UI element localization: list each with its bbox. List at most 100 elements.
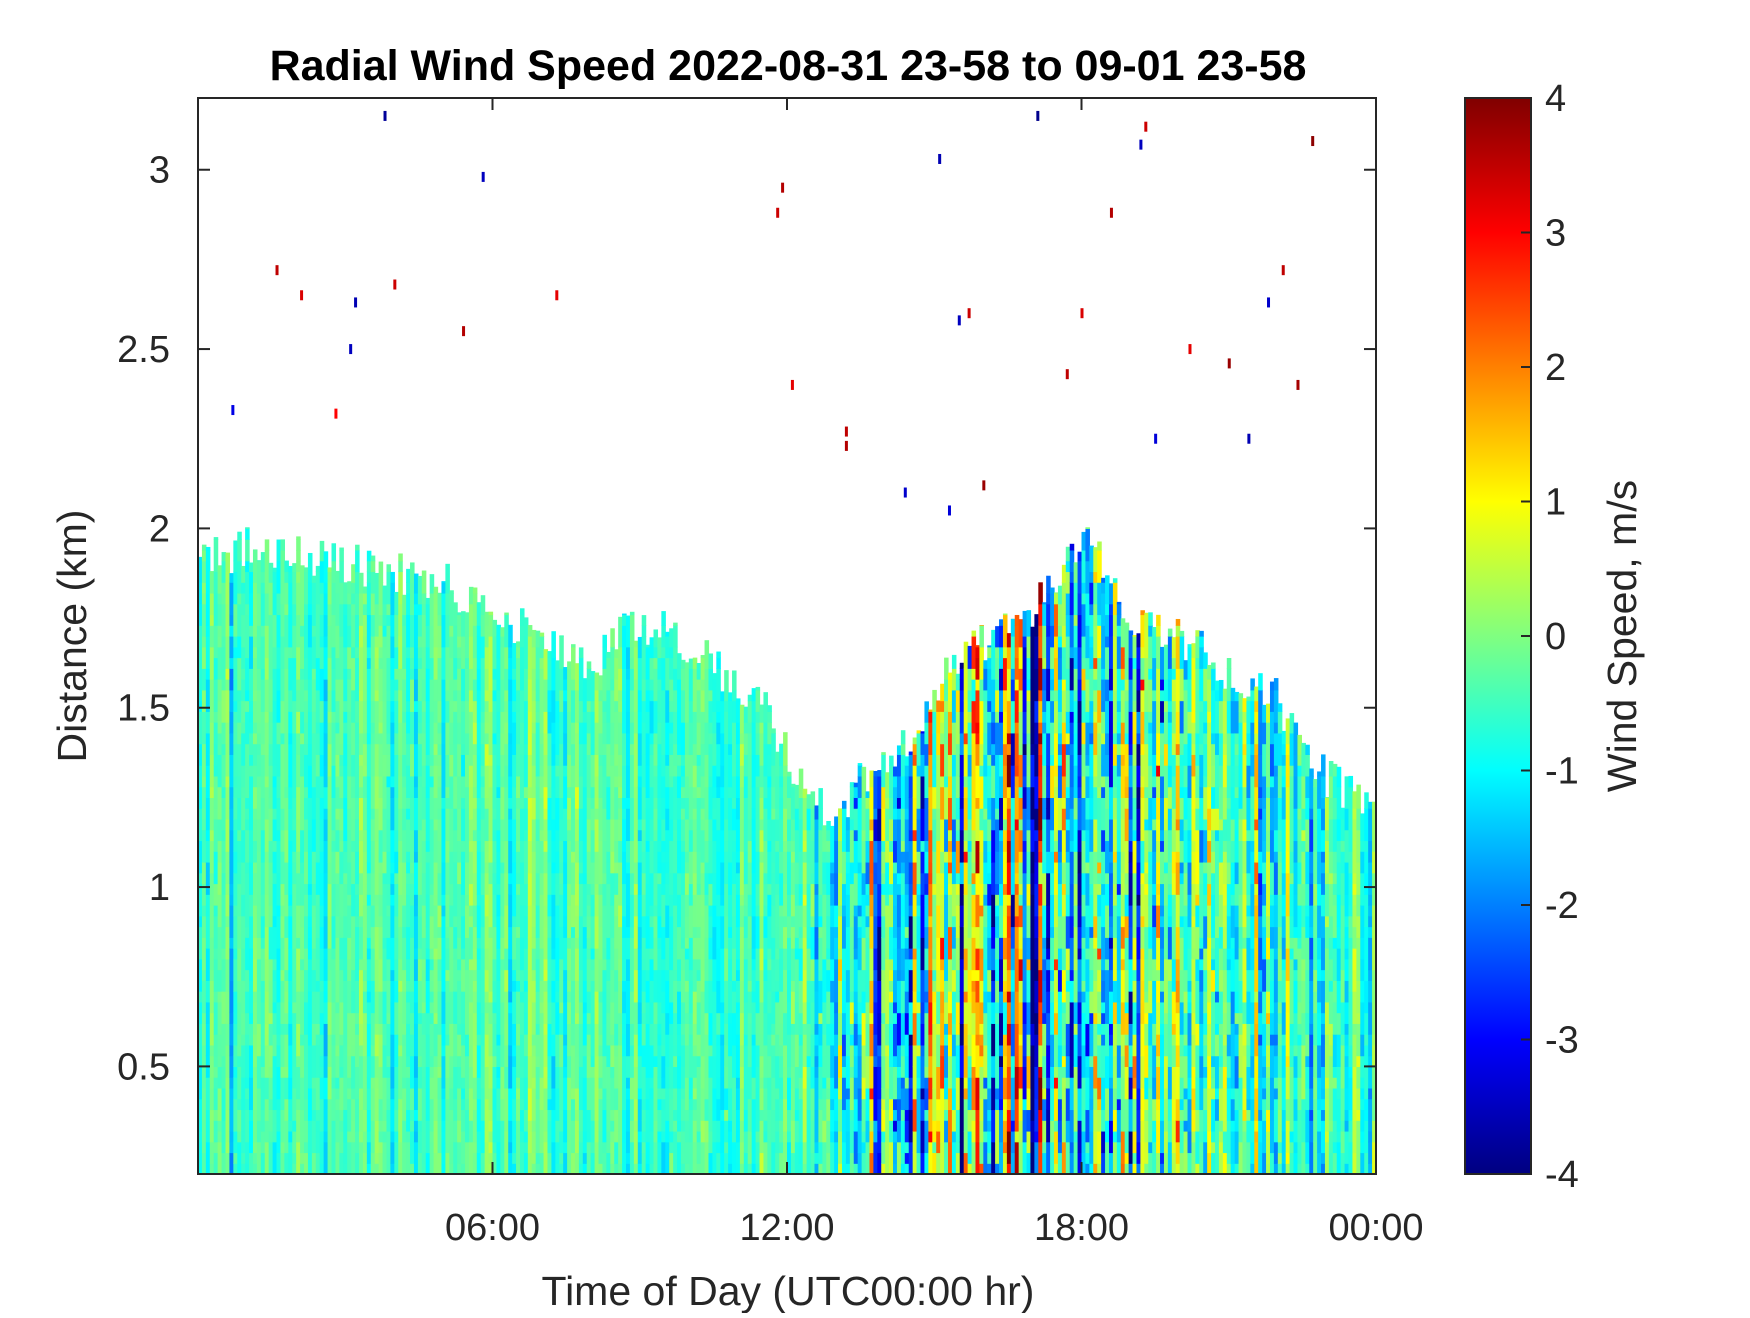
heatmap-cell [716,1077,721,1100]
heatmap-cell [296,582,301,616]
heatmap-cell [586,700,592,712]
heatmap-cell [629,969,635,992]
heatmap-cell [559,894,564,928]
heatmap-cell [264,894,270,928]
heatmap-cell [512,1098,517,1121]
heatmap-cell [924,926,929,949]
heatmap-cell [519,991,525,1003]
heatmap-cell [633,646,639,680]
heatmap-cell [661,926,666,960]
heatmap-cell [276,646,282,669]
heatmap-cell [449,991,454,1024]
heatmap-cell [217,991,223,1003]
heatmap-cell [626,1077,631,1089]
heatmap-cell [256,625,262,648]
heatmap-cell [787,894,792,917]
heatmap-cell [826,1044,831,1078]
heatmap-cell [237,829,242,842]
heatmap-cell [881,980,886,1014]
heatmap-cell [739,1012,745,1046]
heatmap-cell [508,775,513,798]
heatmap-cell [951,915,957,928]
heatmap-cell [358,991,364,1024]
heatmap-cell [437,808,443,820]
heatmap-cell [669,872,674,895]
heatmap-cell [421,570,427,594]
heatmap-cell [626,615,631,648]
heatmap-cell [869,872,874,895]
heatmap-cell [743,1001,749,1035]
heatmap-cell [708,883,713,906]
heatmap-cell [465,1098,470,1111]
heatmap-cell [547,786,552,798]
heatmap-cell [904,1152,910,1164]
heatmap-cell [708,958,713,971]
heatmap-cell [669,743,674,755]
heatmap-cell [492,625,498,637]
heatmap-cell [461,636,466,669]
heatmap-cell [268,980,274,1014]
heatmap-cell [618,786,623,798]
heatmap-cell [810,915,816,928]
heatmap-cell [653,905,659,917]
heatmap-cell [315,1044,321,1078]
heatmap-cell [256,722,262,734]
heatmap-cell [708,980,713,1014]
heatmap-cell [351,603,356,616]
heatmap-cell [480,679,486,712]
heatmap-cell [947,1012,953,1035]
heatmap-cell [339,582,344,605]
heatmap-cell [201,549,207,562]
heatmap-cell [900,808,906,842]
heatmap-cell [394,700,399,734]
heatmap-cell [618,668,623,691]
heatmap-cell [531,937,537,949]
heatmap-cell [276,1001,282,1035]
heatmap-cell [245,539,250,562]
heatmap-cell [861,829,867,842]
heatmap-cell [622,668,627,691]
heatmap-cell [598,675,604,691]
heatmap-cell [492,829,498,842]
heatmap-cell [951,1023,957,1035]
heatmap-cell [468,840,474,852]
heatmap-cell [351,592,356,605]
heatmap-cell [629,668,635,691]
heatmap-cell [543,1141,549,1175]
heatmap-cell [893,1066,898,1100]
heatmap-cell [783,948,788,971]
heatmap-cell [947,872,953,885]
heatmap-cell [696,1141,702,1164]
heatmap-cell [276,840,282,874]
heatmap-cell [457,1120,462,1143]
heatmap-cell [398,1044,403,1057]
heatmap-cell [362,1055,368,1089]
heatmap-cell [845,1130,851,1164]
heatmap-cell [319,1163,325,1175]
heatmap-cell [747,732,753,755]
heatmap-cell [531,851,537,874]
heatmap-cell [453,926,458,949]
heatmap-cell [233,1023,238,1046]
heatmap-cell [531,629,537,648]
heatmap-cell [692,991,698,1003]
heatmap-cell [335,1120,340,1143]
heatmap-cell [417,1066,423,1089]
heatmap-cell [563,926,568,938]
heatmap-cell [590,829,596,863]
heatmap-cell [629,1044,635,1057]
heatmap-cell [767,1109,772,1143]
heatmap-cell [653,915,659,938]
heatmap-cell [857,808,863,831]
heatmap-cell [787,1109,792,1132]
heatmap-cell [959,861,965,885]
heatmap-cell [751,840,757,874]
heatmap-cell [500,1001,505,1035]
heatmap-cell [249,1023,254,1046]
heatmap-cell [696,765,702,788]
heatmap-cell [614,786,619,820]
heatmap-cell [402,926,407,938]
heatmap-cell [959,808,965,831]
heatmap-cell [802,883,808,895]
heatmap-cell [390,614,395,637]
